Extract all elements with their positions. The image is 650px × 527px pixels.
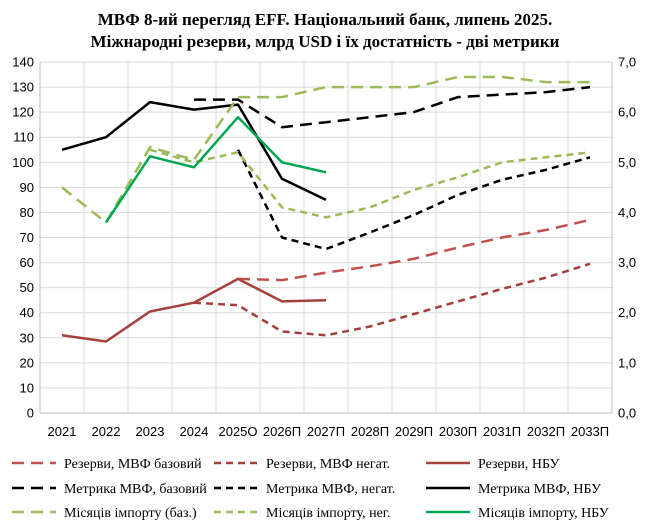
y-left-tick-label: 90 [20, 180, 34, 195]
x-tick-label: 2022 [92, 424, 121, 439]
series-line-res_neg [193, 262, 591, 337]
y-right-tick-label: 2,0 [618, 305, 636, 320]
y-left-tick-label: 130 [12, 80, 34, 95]
chart-subtitle: Міжнародні резерви, млрд USD і їх достат… [91, 32, 560, 51]
x-tick-label: 2024 [180, 424, 209, 439]
y-right-tick-label: 6,0 [618, 105, 636, 120]
y-left-tick-label: 100 [12, 155, 34, 170]
series-line-res_base [237, 218, 591, 282]
series-line-met_neg [236, 149, 591, 251]
axes: 0 10 20 30 40 50 60 70 80 90 100 110 120 130 140 0,0 1,0… [12, 55, 636, 440]
x-tick-label: 2023 [136, 424, 165, 439]
series-line-res_nbu [61, 277, 327, 343]
legend-label-imp_neg: Місяців імпорту, нег. [266, 506, 390, 521]
legend-label-met_neg: Метрика МВФ, негат. [266, 482, 395, 497]
series-line-met_nbu [61, 100, 327, 202]
x-tick-label: 2033П [571, 424, 609, 439]
y-right-tick-label: 0,0 [618, 406, 636, 421]
chart-title: МВФ 8-ий перегляд EFF. Національний банк… [98, 10, 552, 29]
y-right-tick-label: 1,0 [618, 355, 636, 370]
y-left-tick-label: 70 [20, 230, 34, 245]
y-left-tick-label: 0 [27, 406, 34, 421]
x-tick-label: 2029П [395, 424, 433, 439]
x-tick-label: 2025О [218, 424, 257, 439]
legend-label-met_nbu: Метрика МВФ, НБУ [478, 482, 601, 497]
y-left-tick-label: 50 [20, 280, 34, 295]
y-left-tick-label: 40 [20, 305, 34, 320]
x-tick-label: 2021 [48, 424, 77, 439]
x-tick-label: 2026П [263, 424, 301, 439]
y-left-tick-label: 80 [20, 205, 34, 220]
x-tick-label: 2027П [307, 424, 345, 439]
y-left-tick-label: 140 [12, 55, 34, 70]
y-right-tick-label: 4,0 [618, 205, 636, 220]
legend: Резерви, МВФ базовий Резерви, МВФ негат. Р… [12, 457, 609, 521]
y-right-tick-label: 3,0 [618, 255, 636, 270]
series-lines [61, 75, 591, 343]
legend-label-res_neg: Резерви, МВФ негат. [266, 457, 390, 472]
x-tick-label: 2028П [351, 424, 389, 439]
x-tick-label: 2032П [527, 424, 565, 439]
y-right-tick-label: 7,0 [618, 55, 636, 70]
legend-label-imp_base: Місяців імпорту (баз.) [64, 506, 197, 521]
y-left-tick-label: 10 [20, 380, 34, 395]
y-left-tick-label: 20 [20, 355, 34, 370]
legend-label-imp_nbu: Місяців імпорту, НБУ [478, 506, 609, 521]
series-line-imp_neg [149, 148, 591, 219]
y-left-tick-label: 30 [20, 330, 34, 345]
y-left-tick-label: 110 [13, 130, 34, 145]
series-line-imp_nbu [104, 115, 327, 224]
x-tick-label: 2030П [439, 424, 477, 439]
legend-label-res_base: Резерви, МВФ базовий [64, 457, 202, 472]
gridlines [39, 61, 613, 414]
y-right-tick-label: 5,0 [618, 155, 636, 170]
y-left-tick-label: 120 [12, 105, 34, 120]
series-line-imp_base [61, 75, 590, 224]
legend-label-res_nbu: Резерви, НБУ [478, 457, 559, 472]
x-tick-label: 2031П [483, 424, 521, 439]
y-left-tick-label: 60 [20, 255, 34, 270]
legend-label-met_base: Метрика МВФ, базовий [64, 482, 207, 497]
